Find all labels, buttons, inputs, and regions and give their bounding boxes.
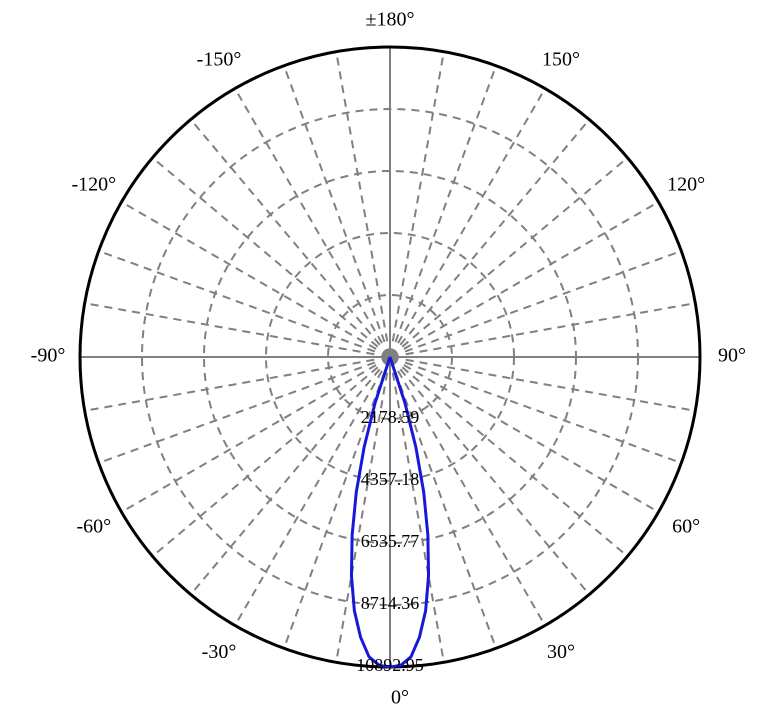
angle-label: 150° (542, 48, 580, 70)
angle-label: 120° (667, 174, 705, 196)
angle-label: 90° (718, 345, 746, 367)
radial-tick-label: 10892.95 (356, 655, 424, 675)
angle-label: 0° (391, 687, 409, 709)
radial-tick-label: 2178.59 (361, 407, 420, 427)
angle-label: -90° (31, 345, 66, 367)
radial-tick-label: 4357.18 (361, 469, 420, 489)
angle-label: 30° (547, 641, 575, 663)
polar-chart: 2178.59 4357.18 6535.77 8714.36 10892.95 0° 30… (0, 0, 780, 714)
angle-label: 60° (672, 516, 700, 538)
angle-label: ±180° (366, 9, 415, 31)
radial-tick-label: 6535.77 (361, 531, 420, 551)
angle-label: -150° (197, 48, 242, 70)
radial-tick-label: 8714.36 (361, 593, 420, 613)
angle-label: -60° (76, 516, 111, 538)
angle-label: -120° (71, 174, 116, 196)
angle-label: -30° (202, 641, 237, 663)
